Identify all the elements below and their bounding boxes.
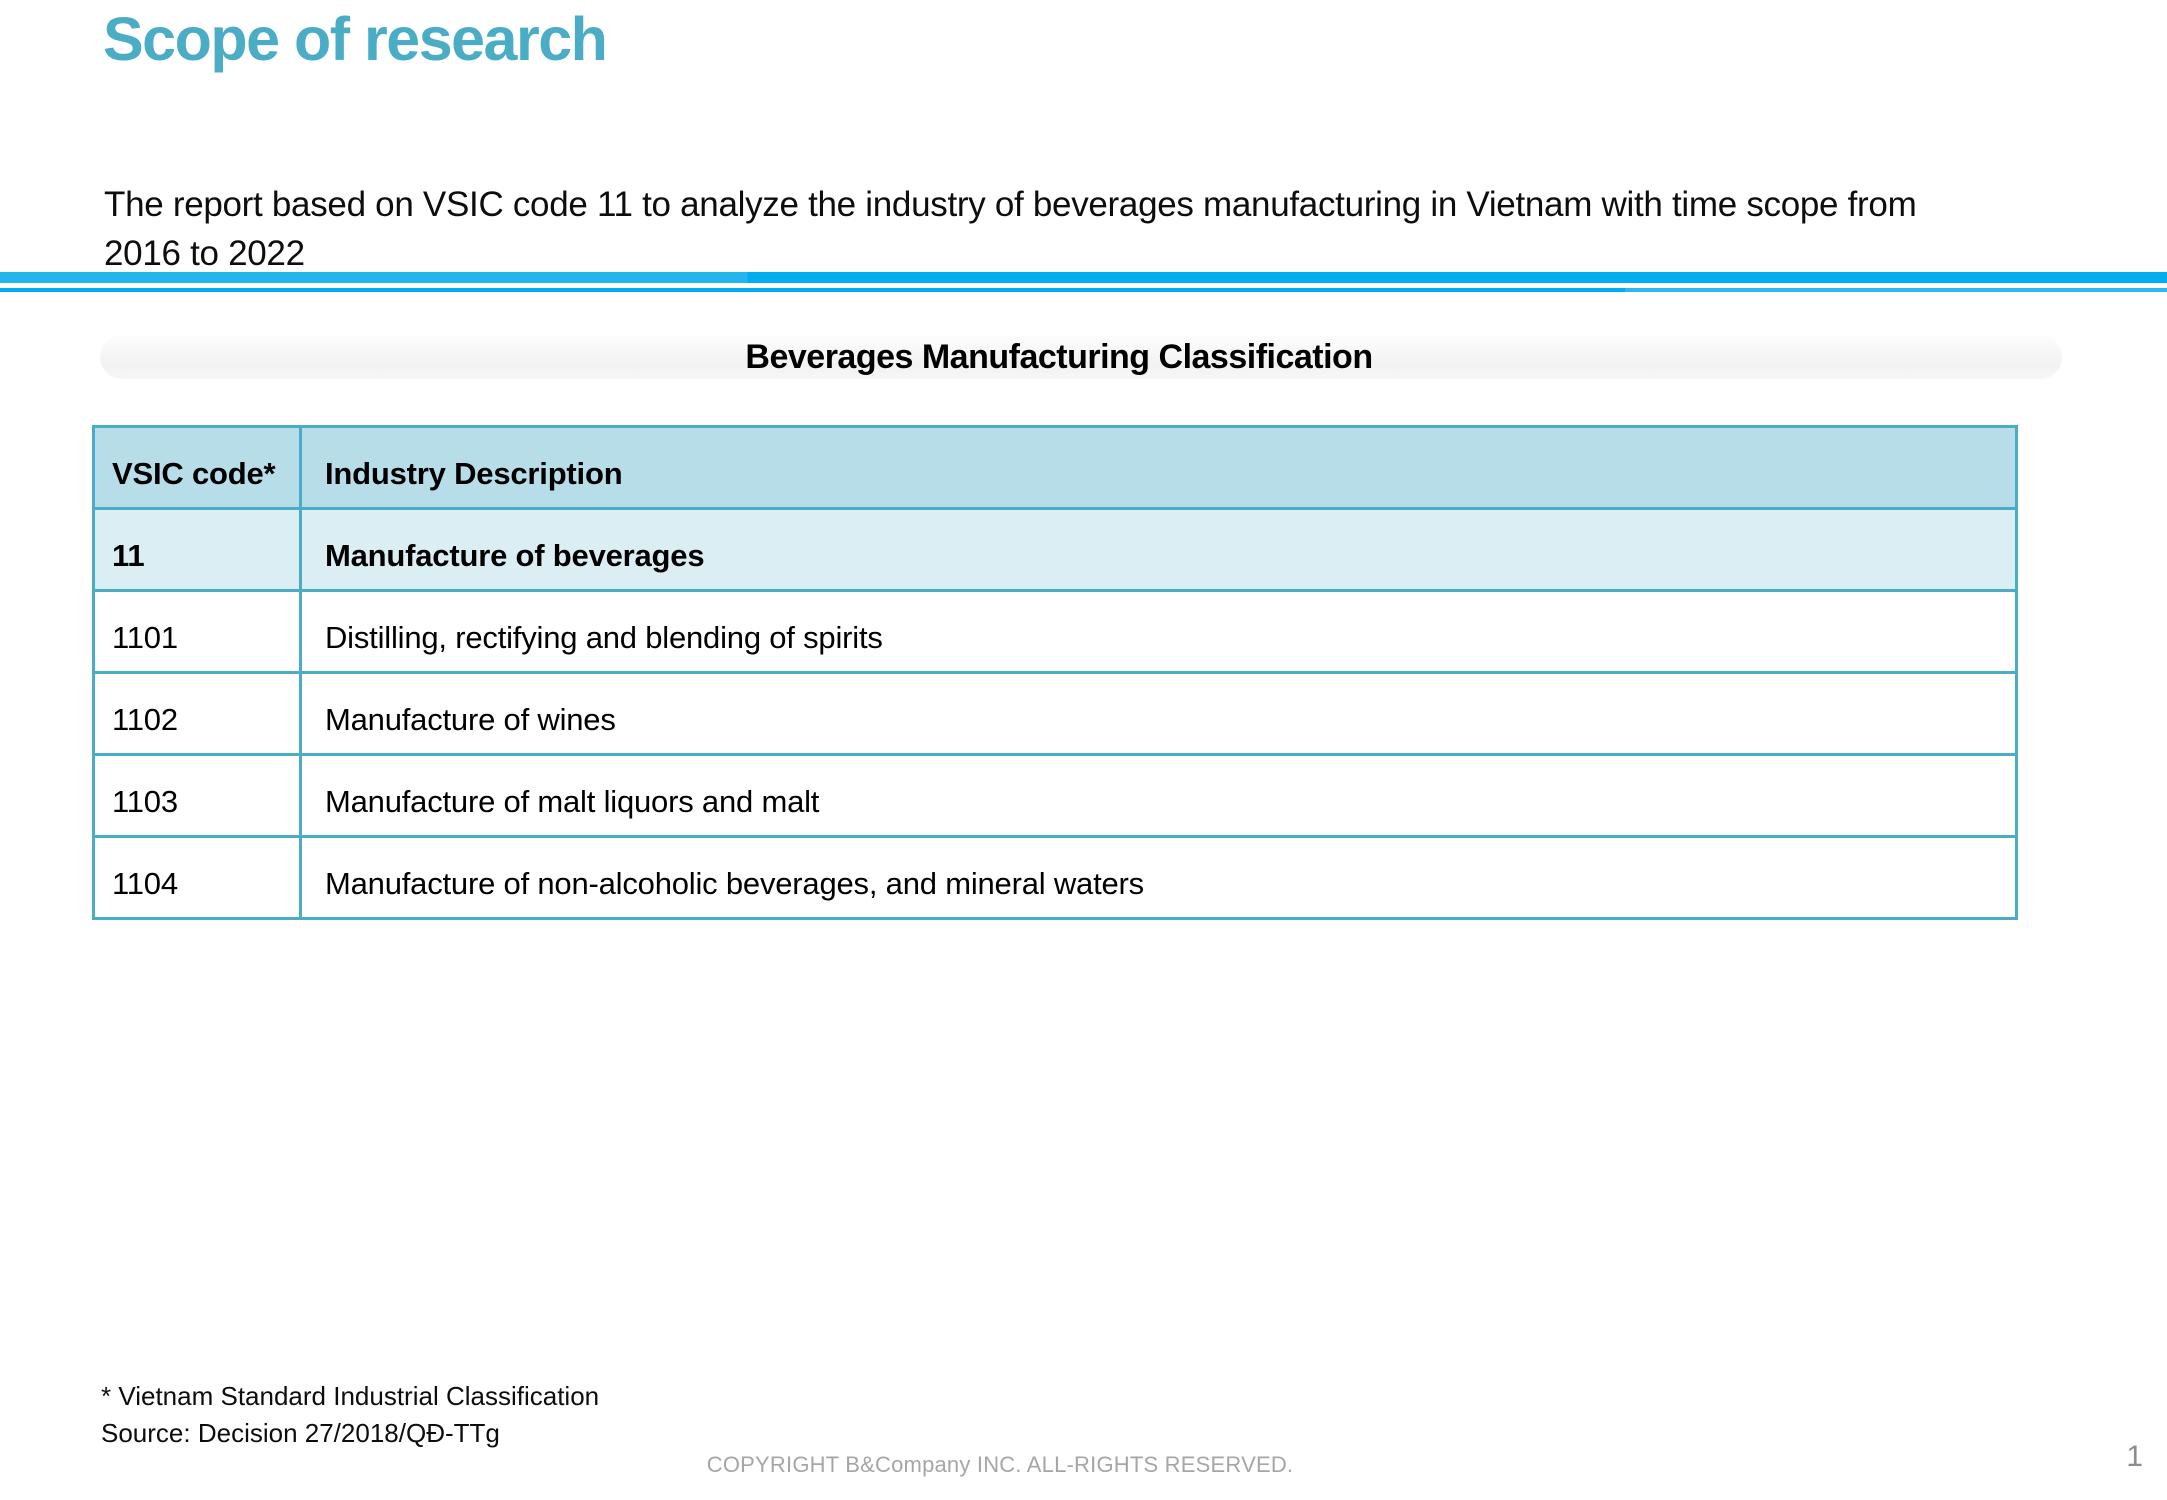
- cell-description: Manufacture of wines: [299, 671, 2018, 756]
- page-number: 1: [2126, 1440, 2143, 1473]
- table-row: 1101 Distilling, rectifying and blending…: [92, 589, 2018, 674]
- footnote-asterisk: * Vietnam Standard Industrial Classifica…: [101, 1381, 600, 1411]
- intro-line-1: The report based on VSIC code 11 to anal…: [104, 185, 1917, 224]
- intro-line-2: 2016 to 2022: [104, 234, 305, 273]
- footnotes: * Vietnam Standard Industrial Classifica…: [101, 1378, 599, 1452]
- table-row: 11 Manufacture of beverages: [92, 507, 2018, 592]
- cell-description: Distilling, rectifying and blending of s…: [299, 589, 2018, 674]
- cell-code: 1102: [92, 671, 302, 756]
- cell-description: Manufacture of beverages: [299, 507, 2018, 592]
- cell-description: Manufacture of non-alcoholic beverages, …: [299, 835, 2018, 920]
- divider-line-thick: [0, 272, 2167, 283]
- table-header-row: VSIC code* Industry Description: [92, 425, 2018, 510]
- table-row: 1103 Manufacture of malt liquors and mal…: [92, 753, 2018, 838]
- cell-description: Manufacture of malt liquors and malt: [299, 753, 2018, 838]
- classification-table: VSIC code* Industry Description 11 Manuf…: [92, 425, 2018, 920]
- page-title: Scope of research: [103, 5, 608, 73]
- copyright-text: COPYRIGHT B&Company INC. ALL-RIGHTS RESE…: [706, 1452, 1294, 1477]
- table-row: 1102 Manufacture of wines: [92, 671, 2018, 756]
- section-heading-band: Beverages Manufacturing Classification: [100, 335, 2062, 379]
- column-header-industry-description: Industry Description: [299, 425, 2018, 510]
- divider-line-thin: [0, 288, 2167, 292]
- cell-code: 1104: [92, 835, 302, 920]
- section-heading: Beverages Manufacturing Classification: [745, 337, 1373, 376]
- column-header-vsic-code: VSIC code*: [92, 425, 302, 510]
- footnote-source: Source: Decision 27/2018/QĐ-TTg: [101, 1418, 500, 1448]
- cell-code: 1103: [92, 753, 302, 838]
- intro-paragraph: The report based on VSIC code 11 to anal…: [104, 180, 1917, 278]
- cell-code: 11: [92, 507, 302, 592]
- cell-code: 1101: [92, 589, 302, 674]
- table-row: 1104 Manufacture of non-alcoholic bevera…: [92, 835, 2018, 920]
